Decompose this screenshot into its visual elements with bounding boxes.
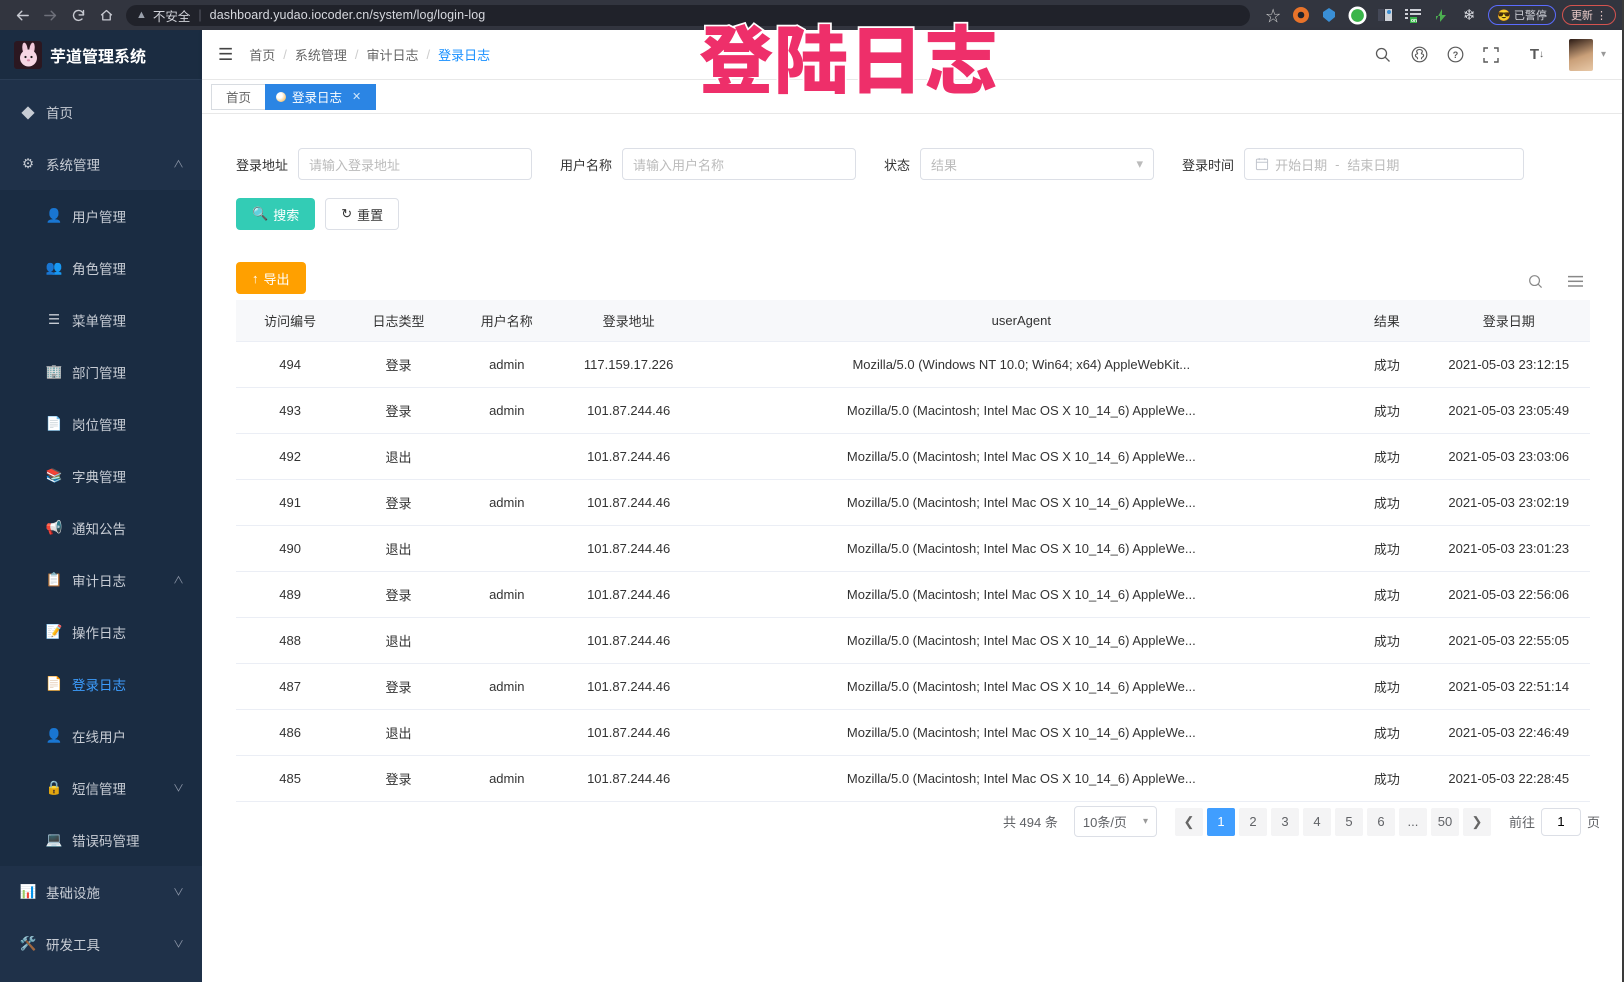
svg-text:?: ? [1453,50,1459,60]
svg-text:on: on [1411,18,1417,24]
